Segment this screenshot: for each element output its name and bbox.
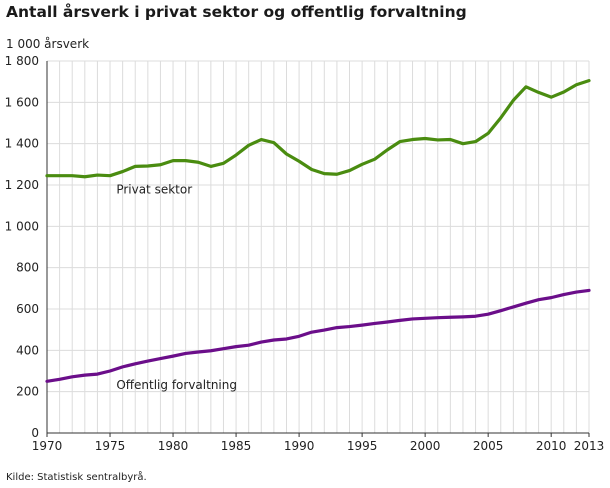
x-axis-ticks: 1970 1975 1980 1985 1990 1995 2000 2005 2010 2013: [32, 433, 605, 453]
x-tick-label: 2000: [410, 439, 441, 453]
vertical-gridlines: [46, 61, 590, 433]
x-tick-label: 2013: [574, 439, 605, 453]
y-tick-label: 1 800: [5, 54, 39, 68]
x-tick-label: 1980: [158, 439, 189, 453]
chart-title: Antall årsverk i privat sektor og offent…: [6, 3, 467, 21]
horizontal-gridlines: [47, 60, 589, 393]
series-label-offentlig-forvaltning: Offentlig forvaltning: [116, 378, 237, 392]
y-axis-ticks: 0 200 400 600 800 1 000 1 200 1 400 1 600 1 800: [5, 54, 39, 440]
y-tick-label: 0: [31, 426, 39, 440]
x-tick-label: 1970: [32, 439, 63, 453]
y-tick-label: 800: [16, 261, 39, 275]
y-tick-label: 1 000: [5, 219, 39, 233]
series-lines: [45, 79, 591, 383]
source-note: Kilde: Statistisk sentralbyrå.: [6, 472, 147, 483]
x-tick-label: 1990: [284, 439, 315, 453]
x-tick-label: 1985: [221, 439, 252, 453]
x-tick-label: 2005: [473, 439, 504, 453]
y-tick-label: 200: [16, 385, 39, 399]
series-labels: Privat sektor Offentlig forvaltning: [116, 183, 237, 392]
axes: [46, 61, 589, 434]
series-line-offentlig-forvaltning: [45, 288, 591, 383]
series-label-privat-sektor: Privat sektor: [116, 183, 192, 197]
y-tick-label: 400: [16, 343, 39, 357]
y-tick-label: 600: [16, 302, 39, 316]
x-tick-label: 2010: [536, 439, 567, 453]
y-tick-label: 1 400: [5, 137, 39, 151]
y-tick-label: 1 600: [5, 95, 39, 109]
x-tick-label: 1995: [347, 439, 378, 453]
y-axis-label: 1 000 årsverk: [6, 37, 90, 51]
y-tick-label: 1 200: [5, 178, 39, 192]
x-tick-label: 1975: [95, 439, 126, 453]
series-line-privat-sektor: [45, 79, 591, 179]
